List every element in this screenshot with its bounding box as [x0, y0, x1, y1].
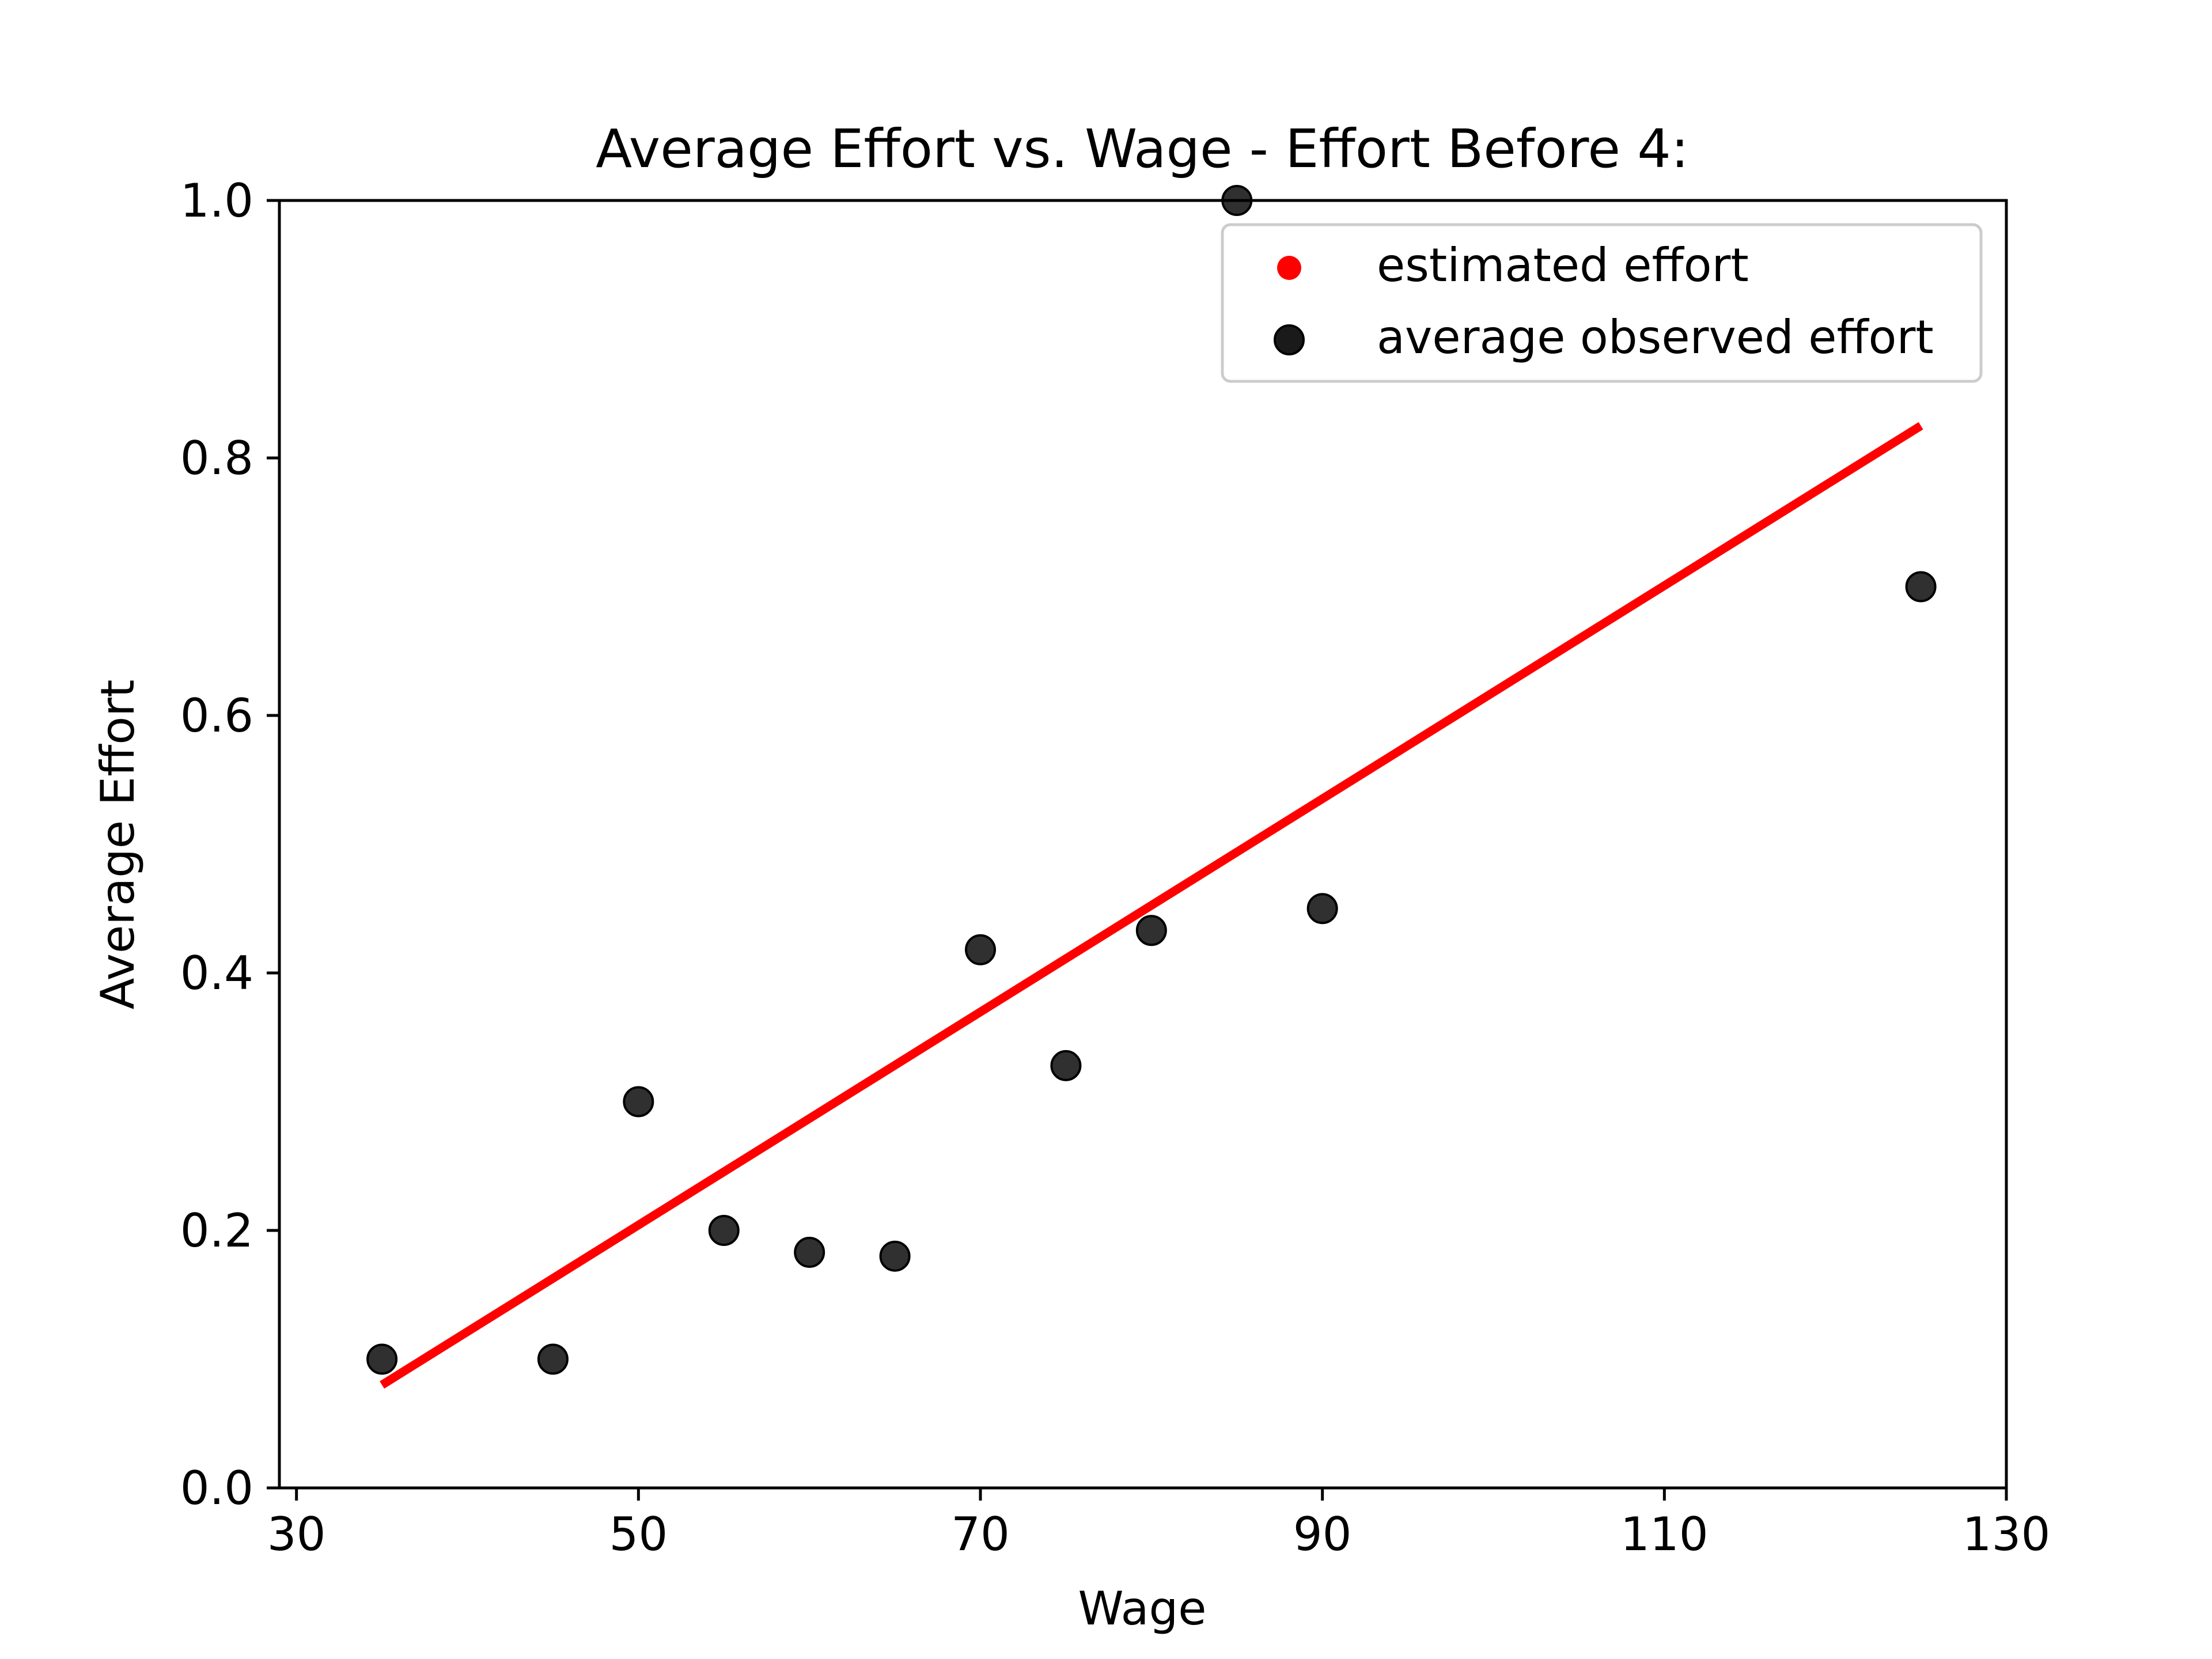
x-tick-label: 130: [1963, 1508, 2051, 1561]
observed-effort-point: [1905, 571, 1937, 603]
y-tick-label: 0.4: [180, 946, 253, 1000]
y-axis: 0.0 0.2 0.4 0.6 0.8 1.0: [180, 174, 279, 1515]
x-tick-label: 110: [1620, 1508, 1709, 1561]
x-axis: 30 50 70 90 110 130: [267, 1488, 2051, 1561]
red-dot-icon: [1277, 256, 1301, 280]
y-tick-label: 0.0: [180, 1461, 253, 1515]
x-tick-label: 90: [1293, 1508, 1352, 1561]
observed-effort-point: [1135, 915, 1167, 946]
observed-effort-point: [794, 1236, 825, 1268]
observed-effort-point: [708, 1215, 740, 1246]
x-axis-label: Wage: [1078, 1582, 1206, 1635]
chart-title: Average Effort vs. Wage - Effort Before …: [596, 118, 1689, 180]
plot-area: [366, 185, 1937, 1389]
dark-circle-icon: [1274, 324, 1305, 355]
y-tick-label: 0.2: [180, 1204, 253, 1257]
observed-effort-point: [366, 1343, 398, 1375]
plot-frame: [278, 199, 2008, 1490]
observed-effort-point: [537, 1343, 569, 1375]
y-tick-label: 1.0: [180, 174, 253, 228]
observed-effort-point: [1050, 1050, 1082, 1081]
x-tick-label: 50: [609, 1508, 668, 1561]
y-tick-label: 0.8: [180, 431, 253, 485]
observed-effort-point: [879, 1240, 911, 1272]
x-tick-label: 70: [951, 1508, 1010, 1561]
observed-effort-point: [965, 934, 997, 965]
y-tick-label: 0.6: [180, 689, 253, 743]
legend-label-observed: average observed effort: [1377, 310, 1934, 364]
y-axis-label: Average Effort: [91, 680, 145, 1010]
estimated-effort-line: [380, 422, 1923, 1389]
legend-box: [1221, 223, 1983, 383]
x-tick-label: 30: [267, 1508, 326, 1561]
observed-effort-point: [623, 1086, 654, 1118]
legend-label-estimated: estimated effort: [1377, 238, 1749, 292]
legend: estimated effort average observed effort: [1221, 223, 1983, 383]
observed-effort-point: [1306, 893, 1338, 925]
